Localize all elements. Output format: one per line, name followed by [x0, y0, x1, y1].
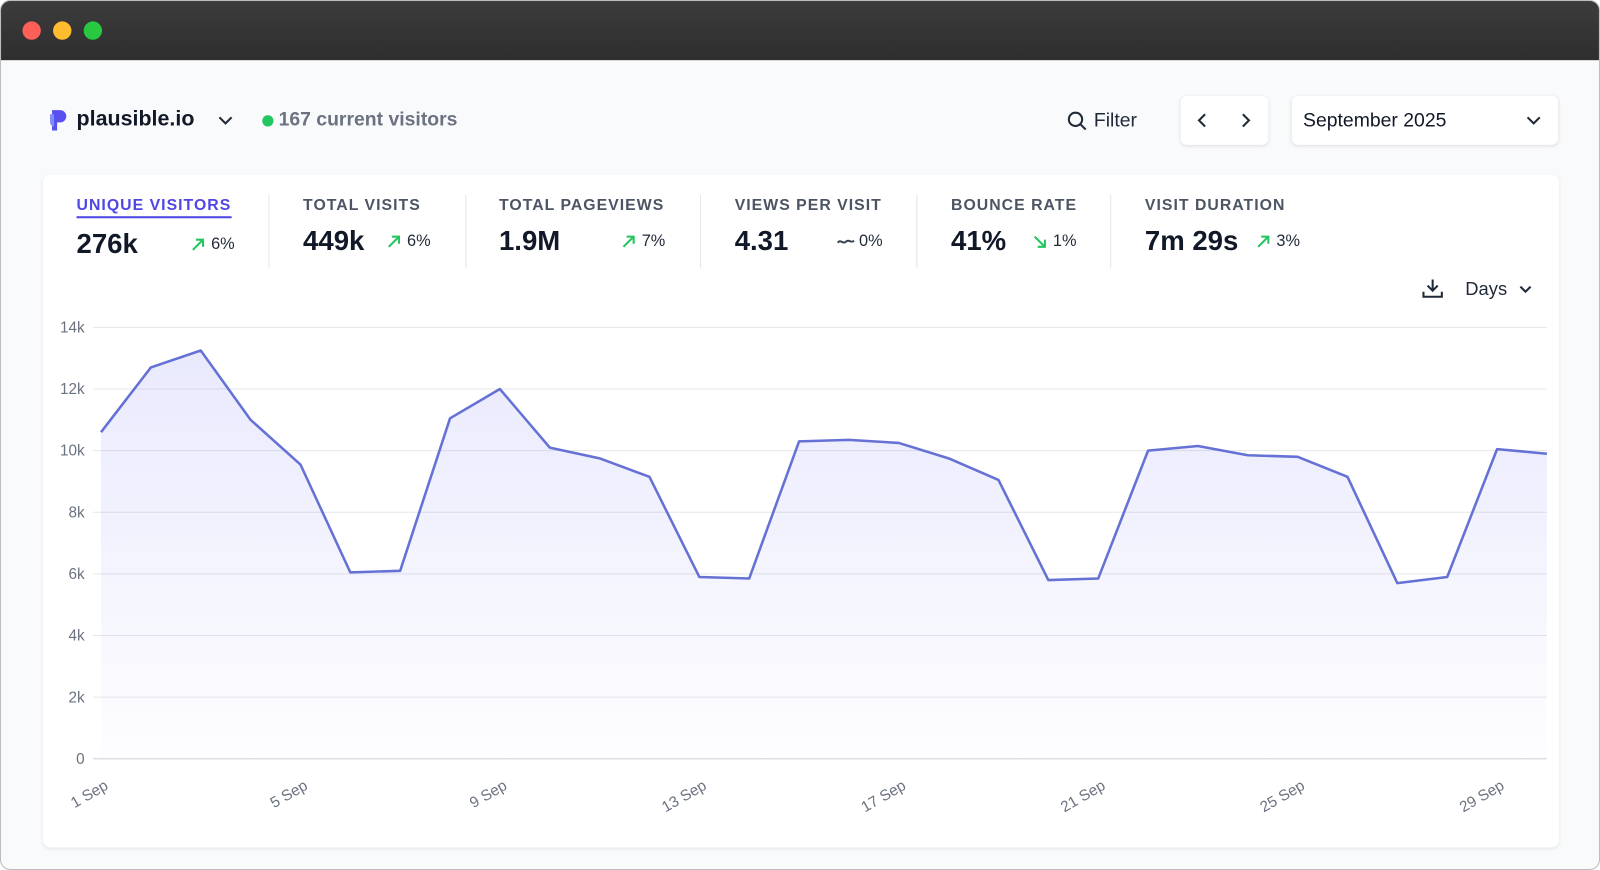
area-fill [101, 350, 1547, 759]
trend-arrow [1033, 235, 1046, 248]
y-tick-label: 6k [69, 566, 86, 583]
metric-change-value: 6% [211, 235, 235, 253]
y-tick-label: 2k [69, 689, 86, 706]
x-tick-label: 17 Sep [858, 777, 909, 816]
minimize-button[interactable] [53, 21, 72, 40]
y-tick-label: 0 [76, 751, 85, 768]
trend-icon [1257, 235, 1270, 248]
line [100, 349, 1548, 585]
metric-change: 7% [619, 232, 665, 250]
metric-row: 276k 6% [77, 228, 235, 260]
period-picker[interactable] [1291, 95, 1559, 145]
filter-button[interactable]: Filter [1093, 110, 1137, 132]
metric-tab[interactable]: TOTAL PAGEVIEWS 1.9M 7% [499, 197, 665, 257]
metric-divider [1110, 194, 1112, 269]
metric-change: 1% [1030, 232, 1077, 250]
trend-arrow [1257, 235, 1270, 248]
metric-value: 276k [76, 228, 138, 260]
x-tick-label: 25 Sep [1257, 777, 1308, 816]
metric-label: TOTAL VISITS [303, 196, 421, 215]
search-icon [1067, 111, 1087, 131]
metric-divider [465, 194, 467, 269]
metric-tab[interactable]: VISIT DURATION 7m 29s 3% [1145, 197, 1300, 257]
x-tick-label: 1 Sep [68, 777, 111, 812]
metric-value: 41% [951, 225, 1007, 256]
trend-icon [192, 238, 204, 251]
metric-tab[interactable]: TOTAL VISITS 449k 6% [303, 197, 431, 257]
metric-row: 4.31 0% [735, 225, 883, 257]
metric-row: 449k 6% [303, 225, 431, 257]
metric-change-value: 0% [859, 232, 883, 250]
metric-label: TOTAL PAGEVIEWS [498, 196, 665, 215]
x-tick-label: 9 Sep [467, 777, 510, 812]
next-button[interactable] [1238, 111, 1254, 129]
metric-change-value: 6% [407, 232, 431, 250]
metric-value: 1.9M [498, 225, 561, 256]
metric-label: VISIT DURATION [1144, 196, 1286, 215]
metric-value: 7m 29s [1144, 225, 1239, 256]
metric-tab[interactable]: BOUNCE RATE 41% 1% [951, 197, 1077, 257]
metric-tab[interactable]: VIEWS PER VISIT 4.31 0% [735, 197, 883, 257]
y-tick-label: 4k [69, 628, 86, 645]
metric-change: 3% [1254, 232, 1300, 250]
trend-icon [622, 235, 635, 248]
period-label[interactable]: September 2025 [1303, 110, 1447, 132]
metric-value: 4.31 [734, 225, 789, 256]
period-nav [1180, 95, 1269, 145]
x-tick-label: 21 Sep [1058, 777, 1109, 816]
x-tick-label: 29 Sep [1457, 777, 1508, 816]
x-tick-label: 13 Sep [659, 777, 710, 816]
trend-arrow [192, 238, 204, 251]
metric-divider [916, 194, 918, 269]
trend-arrow [622, 235, 635, 248]
metric-change-value: 3% [1276, 232, 1300, 250]
trend-icon [387, 235, 400, 248]
metric-divider [699, 194, 702, 269]
prev-button[interactable] [1195, 111, 1211, 129]
site-chevron[interactable] [216, 114, 234, 126]
trend-arrow [387, 235, 400, 248]
site-name[interactable]: plausible.io [76, 107, 195, 131]
x-tick-label: 5 Sep [267, 777, 310, 812]
metric-change: 6% [189, 235, 235, 253]
metric-row: 41% 1% [951, 225, 1077, 257]
metric-change-value: 1% [1052, 232, 1077, 250]
y-tick-label: 10k [60, 443, 85, 460]
metric-tab[interactable]: UNIQUE VISITORS 276k 6% [76, 197, 235, 260]
y-tick-label: 14k [60, 319, 85, 336]
interval-picker[interactable]: Days [1465, 278, 1508, 299]
metric-row: 1.9M 7% [499, 225, 665, 257]
close-button[interactable] [22, 21, 41, 40]
metric-row: 7m 29s 3% [1145, 225, 1300, 257]
metric-label: VIEWS PER VISIT [734, 196, 882, 215]
download-button[interactable] [1420, 276, 1444, 300]
metric-label: UNIQUE VISITORS [76, 197, 232, 219]
period-chevron [1526, 116, 1541, 125]
metric-label: BOUNCE RATE [951, 196, 1078, 215]
metric-divider [268, 194, 270, 269]
y-tick-label: 12k [60, 381, 85, 398]
live-dot [262, 115, 274, 127]
metric-change-value: 7% [641, 232, 666, 250]
logo [49, 110, 67, 131]
interval-chevron [1519, 285, 1532, 294]
metric-value: 449k [303, 225, 365, 256]
metric-change: 6% [385, 232, 431, 250]
zoom-button[interactable] [83, 21, 103, 40]
trend-icon [1033, 235, 1046, 248]
title-bar [1, 1, 1599, 61]
metric-change: 0% [836, 232, 883, 250]
trend-arrow [836, 239, 855, 244]
trend-icon [836, 239, 855, 244]
y-tick-label: 8k [69, 504, 86, 521]
current-visitors[interactable]: 167 current visitors [278, 109, 458, 131]
